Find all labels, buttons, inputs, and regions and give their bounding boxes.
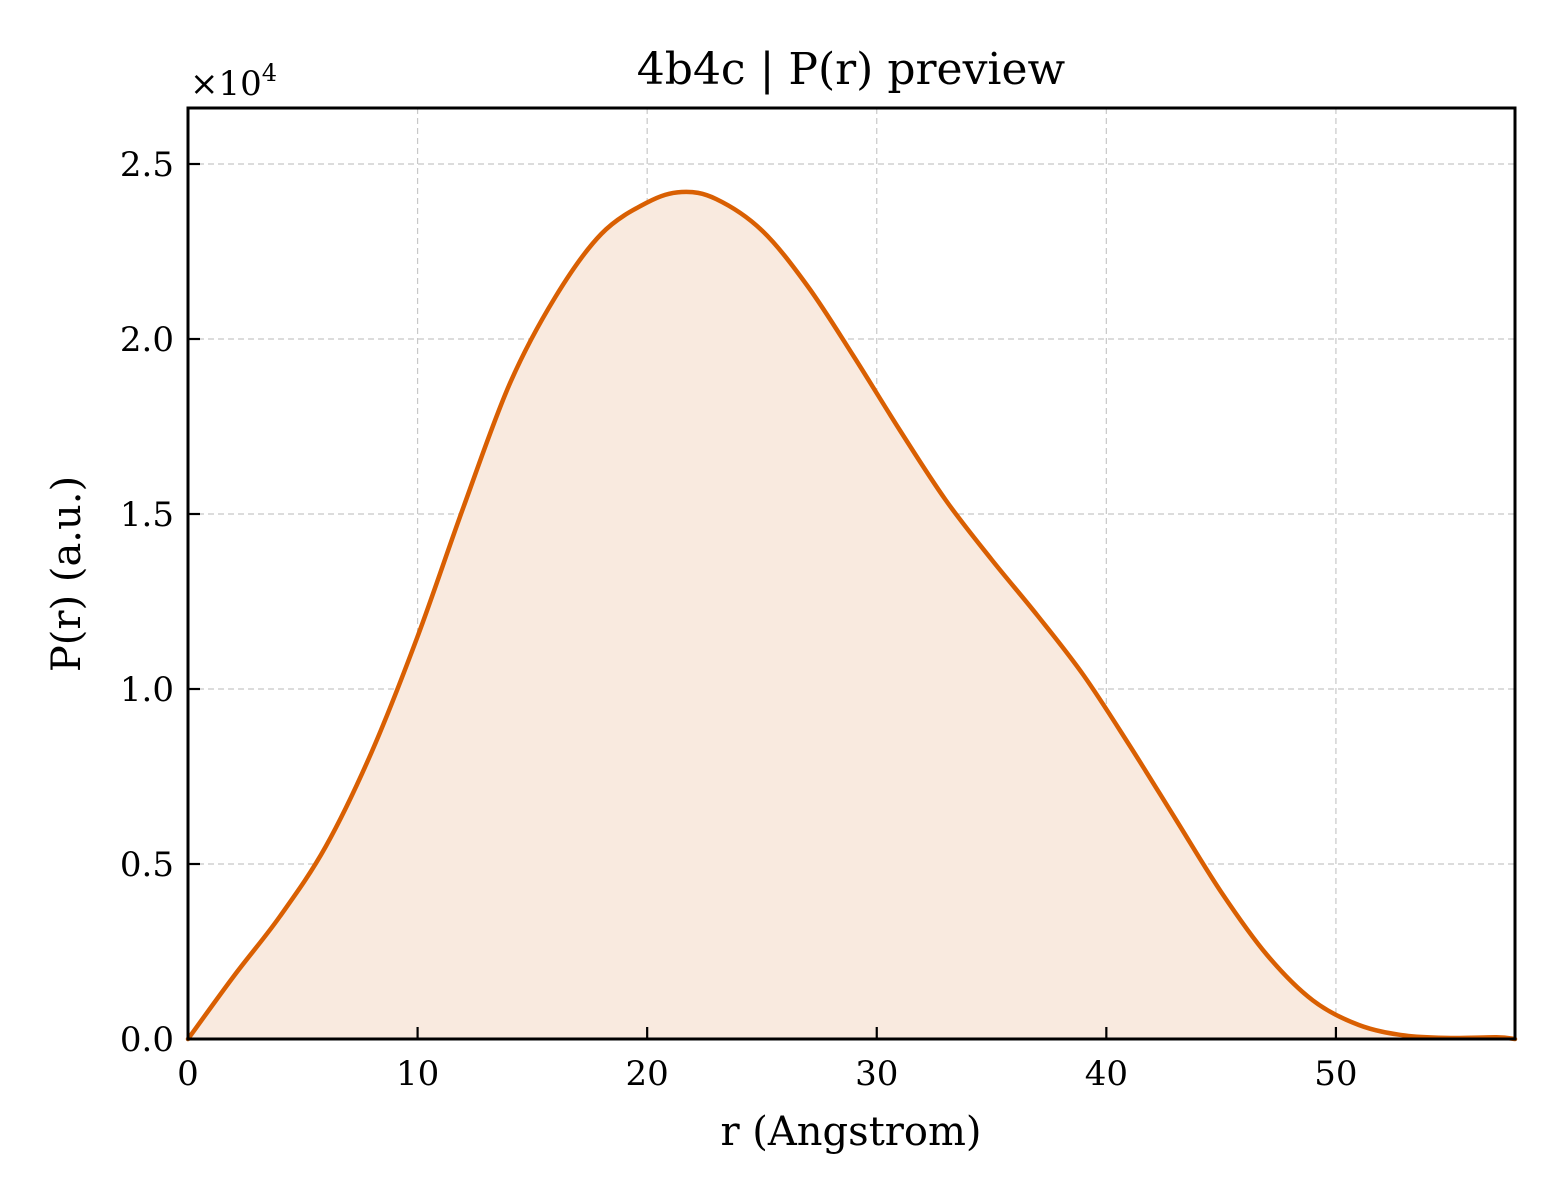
y-multiplier-base: ×10: [190, 64, 262, 104]
x-tick-label-4: 40: [1085, 1054, 1128, 1094]
plot-frame: [186, 106, 1517, 1041]
x-tick-label-1: 10: [396, 1054, 439, 1094]
y-tick-label-4: 2.0: [120, 320, 174, 360]
x-tick-label-5: 50: [1314, 1054, 1357, 1094]
x-tick-label-2: 20: [626, 1054, 669, 1094]
x-tick-label-3: 30: [855, 1054, 898, 1094]
x-tick-label-0: 0: [177, 1054, 199, 1094]
plot-layer: [185, 189, 1518, 1042]
y-tick-label-3: 1.5: [120, 495, 174, 535]
series-area-fill: [188, 191, 1515, 1040]
y-tick-label-0: 0.0: [120, 1020, 174, 1060]
y-tick-label-5: 2.5: [120, 145, 174, 185]
axis-layer: 0 10 20 30 40 50 0.0 0.5 1.0 1.5 2.0 2.5: [120, 106, 1517, 1094]
y-axis-label: P(r) (a.u.): [44, 476, 90, 672]
y-tick-label-2: 1.0: [120, 670, 174, 710]
chart-title: 4b4c | P(r) preview: [637, 44, 1066, 95]
y-multiplier-exponent: 4: [262, 59, 277, 87]
y-multiplier: ×104: [190, 59, 277, 104]
series-line: [185, 189, 1518, 1042]
x-axis-label: r (Angstrom): [720, 1109, 981, 1155]
y-tick-label-1: 0.5: [120, 845, 174, 885]
